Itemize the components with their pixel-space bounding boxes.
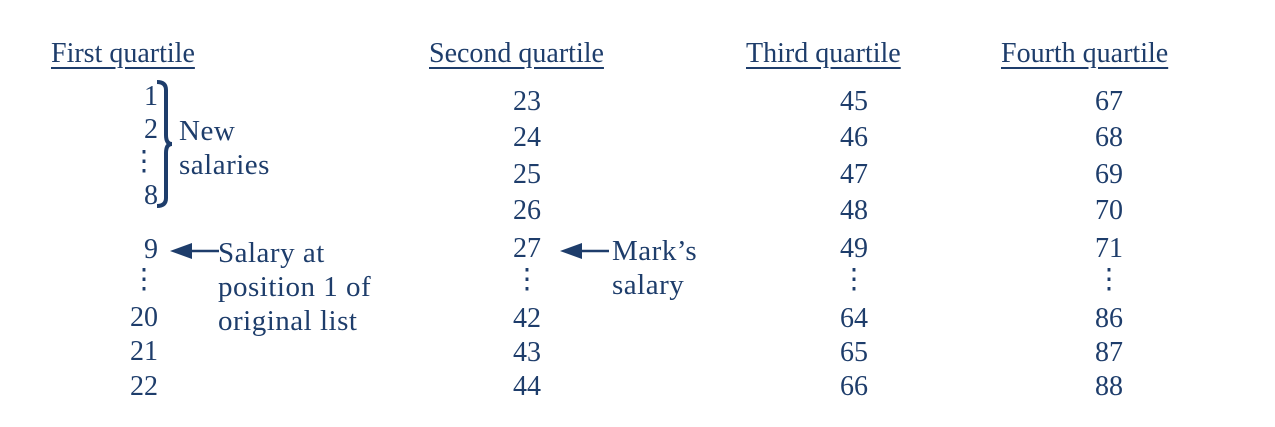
salary-position: 47 <box>840 159 868 190</box>
ellipsis-vertical: ⋮ <box>1095 264 1123 295</box>
salary-position: 45 <box>840 86 868 117</box>
brace-icon <box>156 80 173 208</box>
salary-position: 24 <box>513 122 541 153</box>
salary-position: 69 <box>1095 159 1123 190</box>
label-line: position 1 of <box>218 271 372 303</box>
salary-position: 25 <box>513 159 541 190</box>
salary-position: 9 <box>144 234 158 265</box>
ellipsis-vertical: ⋮ <box>130 146 158 177</box>
salary-position: 22 <box>130 371 158 402</box>
salary-position: 1 <box>144 81 158 112</box>
salary-position: 70 <box>1095 195 1123 226</box>
marks-salary-label: Mark’s salary <box>612 234 697 302</box>
salary-position: 46 <box>840 122 868 153</box>
label-line: New <box>179 115 236 147</box>
salary-position: 71 <box>1095 233 1123 264</box>
salary-position: 66 <box>840 371 868 402</box>
ellipsis-vertical: ⋮ <box>513 264 541 295</box>
label-line: salary <box>612 269 685 301</box>
salary-position: 86 <box>1095 303 1123 334</box>
salary-position: 88 <box>1095 371 1123 402</box>
new-salaries-label: New salaries <box>179 114 270 182</box>
salary-position: 87 <box>1095 337 1123 368</box>
salary-position: 20 <box>130 302 158 333</box>
header-third-quartile: Third quartile <box>746 38 901 69</box>
arrow-left-icon <box>170 243 219 259</box>
arrow-left-icon <box>560 243 609 259</box>
salary-position: 8 <box>144 180 158 211</box>
salary-position: 23 <box>513 86 541 117</box>
header-second-quartile: Second quartile <box>429 38 604 69</box>
header-fourth-quartile: Fourth quartile <box>1001 38 1169 69</box>
salary-position: 64 <box>840 303 868 334</box>
label-line: Salary at <box>218 237 325 269</box>
label-line: Mark’s <box>612 235 698 267</box>
ellipsis-vertical: ⋮ <box>130 264 158 295</box>
salary-position: 49 <box>840 233 868 264</box>
label-line: original list <box>218 305 358 337</box>
salary-position: 44 <box>513 371 541 402</box>
salary-position: 42 <box>513 303 541 334</box>
header-first-quartile: First quartile <box>51 38 195 69</box>
salary-position: 43 <box>513 337 541 368</box>
position-one-label: Salary at position 1 of original list <box>218 236 371 338</box>
salary-position: 21 <box>130 336 158 367</box>
ellipsis-vertical: ⋮ <box>840 264 868 295</box>
salary-position: 48 <box>840 195 868 226</box>
salary-position: 67 <box>1095 86 1123 117</box>
label-line: salaries <box>179 149 270 181</box>
salary-position: 26 <box>513 195 541 226</box>
salary-position: 68 <box>1095 122 1123 153</box>
salary-position: 2 <box>144 114 158 145</box>
salary-position: 65 <box>840 337 868 368</box>
salary-position: 27 <box>513 233 541 264</box>
